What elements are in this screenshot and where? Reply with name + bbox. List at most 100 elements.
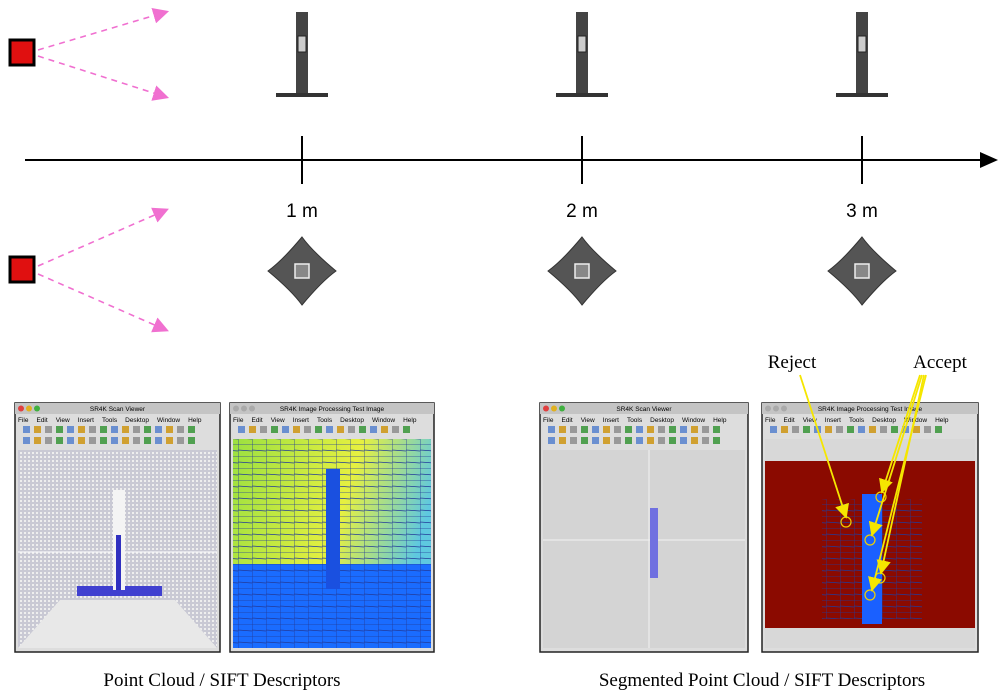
toolbar-icon (669, 437, 676, 444)
menu-item: Insert (78, 417, 94, 424)
window-button (241, 406, 247, 412)
toolbar-icon (691, 426, 698, 433)
toolbar-icon (249, 426, 256, 433)
reject-label: Reject (768, 352, 817, 373)
toolbar-icon (592, 437, 599, 444)
toolbar-icon (403, 426, 410, 433)
toolbar-icon (100, 437, 107, 444)
window-button (551, 406, 557, 412)
toolbar-icon (315, 426, 322, 433)
toolbar-icon (155, 437, 162, 444)
toolbar-icon (702, 426, 709, 433)
window-title: SR4K Image Processing Test Image (280, 406, 385, 413)
fov-ray (38, 56, 166, 97)
toolbar-icon (781, 426, 788, 433)
toolbar-icon (669, 426, 676, 433)
fov-ray (38, 210, 166, 266)
stand-top-post (575, 264, 589, 278)
segmented-cloud (543, 450, 745, 648)
toolbar-icon (34, 437, 41, 444)
toolbar-icon (581, 437, 588, 444)
toolbar-icon (133, 426, 140, 433)
toolbar-icon (847, 426, 854, 433)
toolbar-icon (177, 437, 184, 444)
toolbar-icon (23, 426, 30, 433)
target-station: 3 m (828, 12, 896, 305)
toolbar-icon (570, 437, 577, 444)
toolbar-icon (647, 426, 654, 433)
toolbar-icon (559, 426, 566, 433)
menu-item: Insert (825, 417, 841, 424)
toolbar-icon (89, 437, 96, 444)
toolbar-icon (614, 437, 621, 444)
stand-top-post (855, 264, 869, 278)
toolbar-icon (713, 426, 720, 433)
menu-item: Window (372, 417, 395, 424)
toolbar-icon (89, 426, 96, 433)
toolbar-icon (282, 426, 289, 433)
toolbar-icon (559, 437, 566, 444)
toolbar-icon (625, 426, 632, 433)
menu-item: Desktop (340, 417, 364, 424)
stand-post (856, 12, 868, 94)
toolbar-icon (188, 437, 195, 444)
toolbar-icon (548, 426, 555, 433)
toolbar-icon (122, 426, 129, 433)
stand-base (556, 93, 608, 97)
menu-item: Insert (293, 417, 309, 424)
toolbar-icon (935, 426, 942, 433)
tick-label: 1 m (286, 201, 318, 222)
toolbar-icon (348, 426, 355, 433)
stand-post (296, 12, 308, 94)
toolbar-icon (603, 437, 610, 444)
toolbar-icon (111, 437, 118, 444)
fov-ray (38, 274, 166, 330)
toolbar-icon (658, 426, 665, 433)
toolbar-icon (702, 437, 709, 444)
toolbar-icon (144, 426, 151, 433)
menu-item: Tools (627, 417, 643, 424)
post-region (326, 469, 340, 589)
toolbar-icon (592, 426, 599, 433)
window-button (781, 406, 787, 412)
toolbar-icon (614, 426, 621, 433)
toolbar-icon (238, 426, 245, 433)
window-button (559, 406, 565, 412)
toolbar-icon (913, 426, 920, 433)
diagram: 1 m 2 m 3 m SR4K Scan Viewer File Edit View In… (0, 0, 1000, 698)
menu-item: Window (682, 417, 705, 424)
window-button (26, 406, 32, 412)
window-button (765, 406, 771, 412)
toolbar-icon (144, 437, 151, 444)
menu-item: View (581, 417, 595, 424)
menu-item: Edit (251, 417, 262, 424)
menu-item: Edit (561, 417, 572, 424)
toolbar-icon (869, 426, 876, 433)
post-edge (116, 535, 121, 590)
toolbar-icon (67, 437, 74, 444)
toolbar-icon (56, 437, 63, 444)
window-title: SR4K Scan Viewer (90, 406, 146, 413)
caption: Segmented Point Cloud / SIFT Descriptors (599, 670, 925, 691)
toolbar-icon (271, 426, 278, 433)
toolbar-icon (570, 426, 577, 433)
stand-sensor (858, 36, 866, 52)
toolbar-icon (45, 426, 52, 433)
target-station: 2 m (548, 12, 616, 305)
tick-label: 3 m (846, 201, 878, 222)
toolbar-icon (658, 437, 665, 444)
toolbar-icon (111, 426, 118, 433)
toolbar-icon (825, 426, 832, 433)
stand-base (276, 93, 328, 97)
toolbar-icon (836, 426, 843, 433)
menu-item: File (18, 417, 29, 424)
menu-item: Edit (783, 417, 794, 424)
toolbar-icon (680, 437, 687, 444)
menu-item: Window (157, 417, 180, 424)
window-title: SR4K Scan Viewer (616, 406, 672, 413)
target-station: 1 m (268, 12, 336, 305)
menu-item: View (56, 417, 70, 424)
menu-item: Tools (849, 417, 865, 424)
menu-item: Help (935, 417, 949, 424)
